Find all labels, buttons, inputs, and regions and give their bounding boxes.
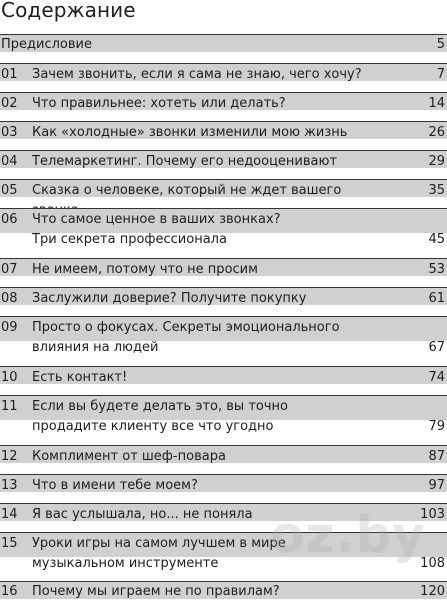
toc-page-number: 67: [428, 340, 445, 355]
toc-title-line-2: влияния на людей: [32, 340, 159, 355]
toc-title: Не имеем, потому что не просим: [32, 262, 258, 277]
toc-title: Предисловие: [1, 37, 92, 52]
toc-chapter-number: 12: [1, 449, 18, 464]
toc-page-number: 120: [420, 584, 445, 599]
toc-chapter-number: 06: [1, 212, 18, 227]
row-band: [0, 64, 447, 81]
toc-page-number: 26: [428, 125, 445, 140]
toc-chapter-number: 15: [1, 536, 18, 551]
toc-row-10[interactable]: 10 Есть контакт! 74: [0, 366, 447, 386]
toc-page-number: 103: [420, 507, 445, 522]
page-title: Содержание: [1, 0, 136, 22]
toc-row-14[interactable]: 14 Я вас услышала, но... не поняла 103: [0, 503, 447, 523]
toc-row-15[interactable]: 15 Уроки игры на самом лучшем в мире муз…: [0, 532, 447, 578]
toc-title: Я вас услышала, но... не поняла: [32, 507, 253, 522]
toc-title: Как «холодные» звонки изменили мою жизнь: [32, 125, 348, 140]
toc-row-12[interactable]: 12 Комплимент от шеф-повара 87: [0, 445, 447, 465]
toc-title: Заслужили доверие? Получите покупку: [32, 291, 307, 306]
toc-chapter-number: 14: [1, 507, 18, 522]
toc-title-line-1: Просто о фокусах. Секреты эмоционального: [32, 320, 340, 335]
toc-page-number: 29: [428, 154, 445, 169]
toc-row-06[interactable]: 06 Что самое ценное в ваших звонках? Три…: [0, 208, 447, 254]
row-band: [0, 367, 447, 384]
toc-row-05[interactable]: 05 Сказка о человеке, который не ждет ва…: [0, 179, 447, 218]
toc-row-07[interactable]: 07 Не имеем, потому что не просим 53: [0, 258, 447, 278]
toc-title-line-1: Уроки игры на самом лучшем в мире: [32, 536, 286, 551]
toc-page-number: 79: [428, 419, 445, 434]
toc-page-number: 35: [428, 183, 445, 198]
toc-chapter-number: 01: [1, 67, 18, 82]
toc-title-line-2: музыкальном инструменте: [32, 556, 219, 571]
row-band: [0, 288, 447, 305]
row-band: [0, 475, 447, 492]
toc-row-preface[interactable]: Предисловие 5: [0, 34, 447, 54]
toc-row-11[interactable]: 11 Если вы будете делать это, вы точно п…: [0, 395, 447, 441]
toc-title: Что правильнее: хотеть или делать?: [32, 96, 286, 111]
toc-chapter-number: 13: [1, 478, 18, 493]
toc-title: Комплимент от шеф-повара: [32, 449, 226, 464]
row-band: [0, 582, 447, 599]
row-band: [0, 533, 447, 557]
toc-page-number: 74: [428, 370, 445, 385]
toc-page-number: 53: [428, 262, 445, 277]
toc-page-number: 97: [428, 478, 445, 493]
toc-title-line-2: Три секрета профессионала: [32, 232, 227, 247]
toc-page-number: 45: [428, 232, 445, 247]
toc-chapter-number: 04: [1, 154, 18, 169]
toc-row-01[interactable]: 01 Зачем звонить, если я сама не знаю, ч…: [0, 63, 447, 83]
toc-page-number: 7: [436, 67, 445, 82]
toc-page-number: 61: [428, 291, 445, 306]
toc-chapter-number: 05: [1, 183, 18, 198]
row-band: [0, 504, 447, 521]
toc-chapter-number: 09: [1, 320, 18, 335]
row-band: [0, 151, 447, 168]
toc-title: Телемаркетинг. Почему его недооценивают: [32, 154, 338, 169]
row-band: [0, 259, 447, 276]
row-band: [0, 122, 447, 139]
toc-row-04[interactable]: 04 Телемаркетинг. Почему его недооценива…: [0, 150, 447, 170]
toc-chapter-number: 03: [1, 125, 18, 140]
toc-page-number: 5: [436, 37, 445, 52]
toc-title-line-1: Если вы будете делать это, вы точно: [32, 399, 288, 414]
row-band: [0, 93, 447, 110]
row-band: [0, 396, 447, 420]
toc-chapter-number: 10: [1, 370, 18, 385]
toc-row-02[interactable]: 02 Что правильнее: хотеть или делать? 14: [0, 92, 447, 112]
toc-title-line-2: продадите клиенту все что угодно: [32, 419, 274, 434]
toc-title-line-1: Что самое ценное в ваших звонках?: [32, 212, 281, 227]
row-band: [0, 180, 447, 197]
toc-page-number: 87: [428, 449, 445, 464]
toc-row-03[interactable]: 03 Как «холодные» звонки изменили мою жи…: [0, 121, 447, 141]
toc-page-number: 14: [428, 96, 445, 111]
toc-title: Зачем звонить, если я сама не знаю, чего…: [32, 67, 362, 82]
toc-chapter-number: 11: [1, 399, 18, 414]
row-band: [0, 446, 447, 463]
toc-chapter-number: 07: [1, 262, 18, 277]
toc-row-13[interactable]: 13 Что в имени тебе моем? 97: [0, 474, 447, 494]
toc-chapter-number: 02: [1, 96, 18, 111]
toc-title: Почему мы играем не по правилам?: [32, 584, 280, 599]
row-band: [0, 317, 447, 341]
toc-chapter-number: 08: [1, 291, 18, 306]
toc-title: Есть контакт!: [32, 370, 128, 385]
toc-row-08[interactable]: 08 Заслужили доверие? Получите покупку 6…: [0, 287, 447, 307]
toc-title: Что в имени тебе моем?: [32, 478, 198, 493]
toc-row-09[interactable]: 09 Просто о фокусах. Секреты эмоциональн…: [0, 316, 447, 362]
row-band: [0, 209, 447, 233]
toc-page-number: 108: [420, 556, 445, 571]
toc-chapter-number: 16: [1, 584, 18, 599]
toc-row-16[interactable]: 16 Почему мы играем не по правилам? 120: [0, 581, 447, 600]
row-band: [0, 35, 447, 52]
